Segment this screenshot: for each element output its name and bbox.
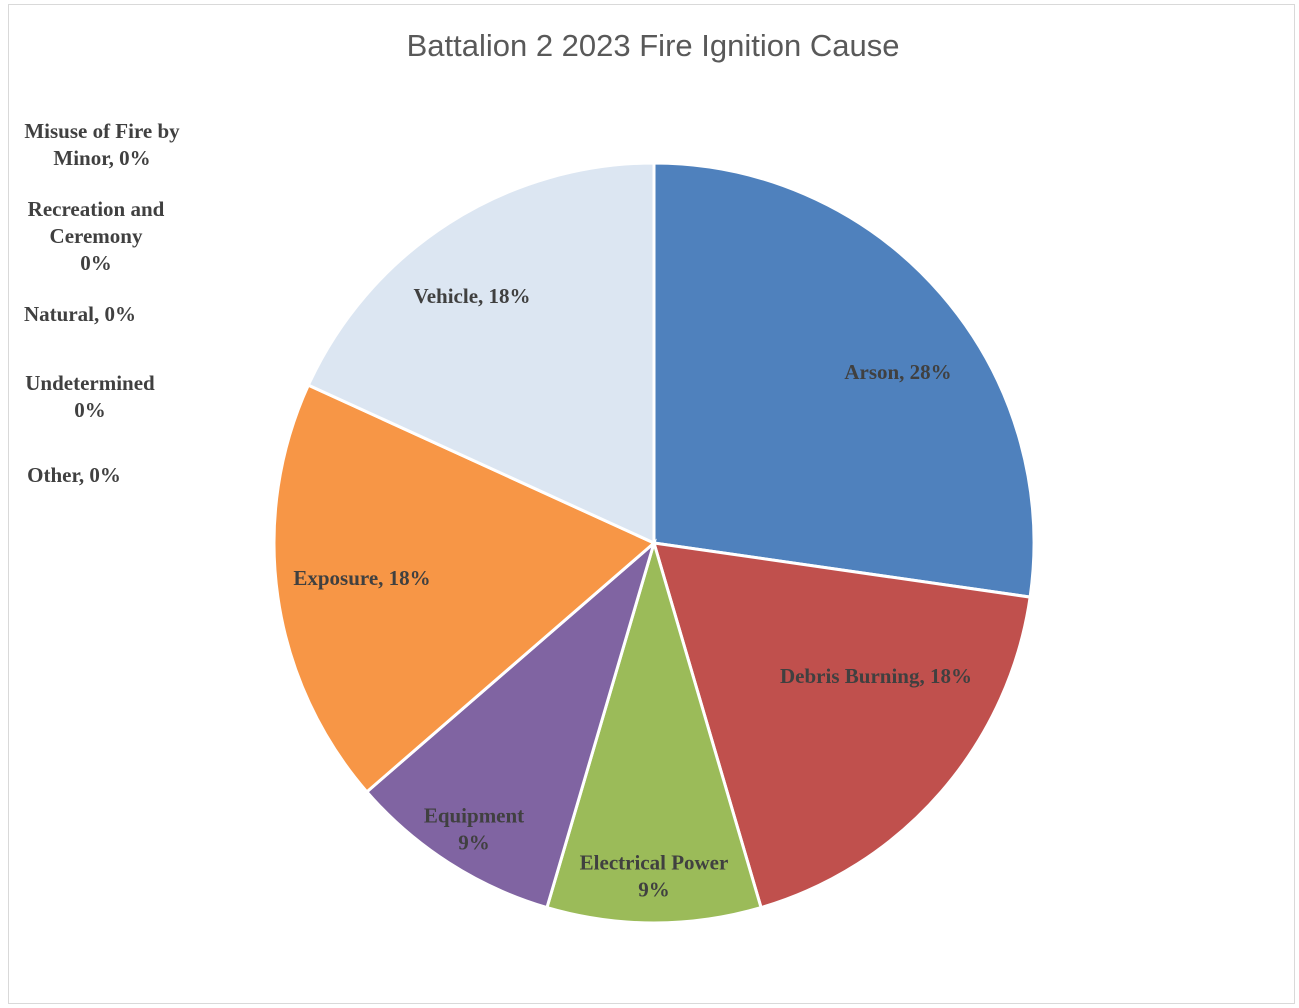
- data-label-equipment: Equipment 9%: [424, 804, 524, 855]
- chart-title: Battalion 2 2023 Fire Ignition Cause: [406, 28, 900, 63]
- data-label-zero-natural-0: Natural, 0%: [24, 302, 136, 326]
- data-label-exposure: Exposure, 18%: [293, 566, 430, 590]
- data-label-electrical-power: Electrical Power 9%: [580, 851, 729, 902]
- data-label-debris-burning: Debris Burning, 18%: [780, 664, 972, 688]
- pie-slice-vehicle: [306, 161, 656, 546]
- data-label-zero-other-0: Other, 0%: [27, 463, 121, 487]
- pie-slice-exposure: [272, 383, 657, 794]
- pie-slice-debris-burning: [651, 541, 1032, 910]
- data-label-zero-undetermined-0: Undetermined 0%: [25, 371, 155, 422]
- pie-slice-arson: [652, 161, 1036, 599]
- data-label-zero-misuse-of-fire-by-minor-0: Misuse of Fire by Minor, 0%: [24, 119, 180, 170]
- data-label-vehicle: Vehicle, 18%: [413, 284, 530, 308]
- data-label-arson: Arson, 28%: [844, 360, 951, 384]
- pie-slice-equipment: [364, 538, 657, 910]
- pie-slice-electrical-power: [545, 537, 763, 925]
- data-label-zero-recreation-and-ceremony-0: Recreation and Ceremony 0%: [27, 197, 165, 275]
